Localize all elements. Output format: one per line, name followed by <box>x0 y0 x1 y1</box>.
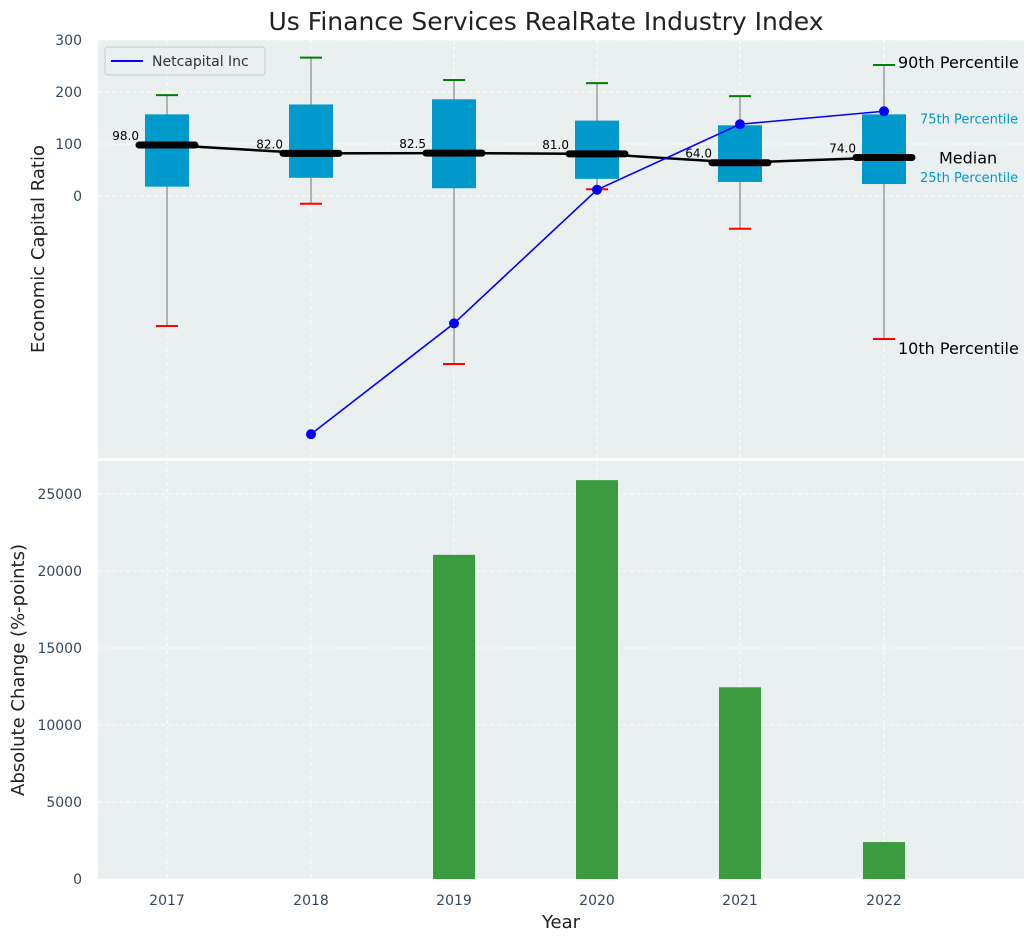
change-bar <box>576 480 618 879</box>
median-value-label: 74.0 <box>829 142 856 156</box>
iqr-box <box>862 114 906 185</box>
top-y-tick-label: 100 <box>55 137 82 153</box>
top-panel-background <box>98 40 1024 458</box>
iqr-box <box>145 114 189 187</box>
legend: Netcapital Inc <box>104 46 266 76</box>
iqr-box <box>289 104 333 178</box>
percentile-annotations: 90th Percentile 75th Percentile Median 25th… <box>898 53 1019 358</box>
x-axis-label: Year <box>541 912 581 933</box>
x-tick-label: 2019 <box>436 893 472 909</box>
top-y-axis-ticks: 300 200 100 0 <box>55 33 82 205</box>
median-value-label: 82.0 <box>256 137 283 151</box>
bar-group <box>433 480 905 879</box>
bottom-y-tick-label: 20000 <box>37 564 82 580</box>
company-point <box>879 106 889 117</box>
median-value-label: 98.0 <box>112 129 139 143</box>
box-plot-group: 98.0 82.0 82.5 81.0 64.0 74.0 <box>112 56 916 365</box>
top-y-axis-label: Economic Capital Ratio <box>28 145 49 353</box>
bottom-y-tick-label: 5000 <box>46 795 82 811</box>
chart-title: Us Finance Services RealRate Industry In… <box>269 7 824 36</box>
top-y-tick-label: 300 <box>55 33 82 49</box>
bottom-y-tick-label: 0 <box>73 872 82 888</box>
x-tick-label: 2017 <box>149 893 185 909</box>
bottom-y-tick-label: 15000 <box>37 641 82 657</box>
iqr-box <box>718 125 762 182</box>
median-value-label: 82.5 <box>399 137 426 151</box>
change-bar <box>719 687 761 879</box>
iqr-box <box>432 99 476 189</box>
annotation-p25: 25th Percentile <box>920 171 1018 186</box>
legend-box <box>104 46 266 76</box>
company-point <box>449 318 459 329</box>
median-value-label: 81.0 <box>542 138 569 152</box>
annotation-p10: 10th Percentile <box>898 339 1019 358</box>
median-trend-line <box>166 143 885 164</box>
bottom-y-axis-ticks: 0 5000 10000 15000 20000 25000 <box>37 487 82 888</box>
bottom-y-tick-label: 25000 <box>37 487 82 503</box>
company-point <box>735 119 745 130</box>
company-point <box>592 184 602 195</box>
bottom-panel-background <box>98 461 1024 879</box>
bottom-y-tick-label: 10000 <box>37 718 82 734</box>
x-tick-label: 2020 <box>579 893 615 909</box>
x-tick-label: 2022 <box>866 893 902 909</box>
x-tick-label: 2018 <box>293 893 329 909</box>
x-tick-label: 2021 <box>722 893 758 909</box>
top-y-tick-label: 200 <box>55 85 82 101</box>
company-series <box>306 106 889 440</box>
bottom-panel-grid <box>98 461 1024 880</box>
company-point <box>306 429 316 440</box>
annotation-median: Median <box>939 149 997 168</box>
bottom-y-axis-label: Absolute Change (%-points) <box>8 544 29 796</box>
annotation-p75: 75th Percentile <box>920 112 1018 127</box>
top-y-tick-label: 0 <box>73 189 82 205</box>
change-bar <box>863 842 905 879</box>
iqr-box <box>575 120 619 179</box>
top-panel-grid <box>98 39 1024 458</box>
annotation-p90: 90th Percentile <box>898 53 1019 72</box>
legend-label: Netcapital Inc <box>152 54 249 70</box>
change-bar <box>433 554 475 879</box>
x-axis-ticks: 2017 2018 2019 2020 2021 2022 <box>149 893 902 909</box>
median-value-label: 64.0 <box>685 147 712 161</box>
